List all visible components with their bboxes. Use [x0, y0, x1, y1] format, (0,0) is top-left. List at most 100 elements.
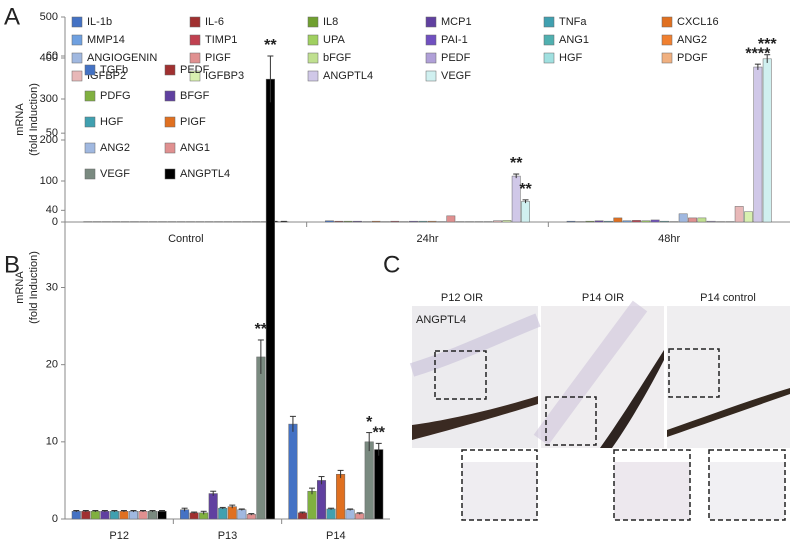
bar [355, 513, 365, 520]
legend-swatch [84, 142, 96, 154]
bar [256, 356, 266, 520]
legend-swatch [189, 34, 201, 46]
y-tick-label: 30 [46, 281, 58, 293]
legend-swatch [307, 16, 319, 28]
y-tick-label: 0 [52, 216, 58, 228]
legend-label: UPA [323, 34, 345, 46]
bar [641, 220, 651, 223]
legend-swatch [425, 34, 437, 46]
significance: **** [745, 45, 771, 62]
bar [753, 66, 763, 223]
legend-label: VEGF [100, 168, 130, 180]
legend-swatch [425, 70, 437, 82]
legend-label: TGFb [100, 64, 128, 76]
micrographs [409, 300, 790, 521]
bar [566, 220, 576, 223]
bar [762, 58, 772, 223]
legend-swatch [84, 64, 96, 76]
legend-swatch [661, 16, 673, 28]
legend-label: TNFa [559, 16, 587, 28]
legend-label: BFGF [180, 90, 210, 102]
significance: ** [255, 321, 268, 338]
bar [148, 511, 158, 520]
significance: ** [264, 37, 277, 54]
legend-swatch [84, 116, 96, 128]
bar [371, 220, 381, 223]
bar [138, 511, 148, 520]
legend-label: ANG1 [559, 34, 589, 46]
legend-label: IL8 [323, 16, 338, 28]
legend-swatch [189, 16, 201, 28]
legend-label: IGFBP2 [87, 70, 126, 82]
bar [90, 511, 100, 520]
legend-swatch [189, 70, 201, 82]
legend-label: PAI-1 [441, 34, 468, 46]
legend-swatch [71, 16, 83, 28]
legend-label: PEDF [180, 64, 210, 76]
bar [678, 213, 688, 223]
column-title: P14 control [700, 292, 756, 304]
significance: *** [758, 36, 777, 53]
legend-label: PDGF [677, 52, 708, 64]
y-tick-label: 400 [40, 52, 58, 64]
legend-label: IL-1b [87, 16, 112, 28]
bar [326, 508, 336, 520]
bar [418, 220, 428, 223]
x-tick-label: P12 [109, 530, 129, 542]
legend-swatch [661, 52, 673, 64]
legend-label: HGF [100, 116, 124, 128]
bar [660, 220, 669, 223]
y-tick-label: 300 [40, 93, 58, 105]
y-axis-label: (fold Induction) [28, 83, 40, 156]
bar [650, 219, 660, 223]
bar [390, 220, 400, 223]
legend-swatch [307, 34, 319, 46]
y-axis-label: mRNA [14, 271, 26, 304]
bar [334, 220, 344, 223]
bar [604, 220, 613, 223]
y-tick-label: 60 [46, 50, 58, 62]
bar [109, 511, 119, 520]
legend-label: ANGIOGENIN [87, 52, 157, 64]
y-tick-label: 20 [46, 359, 58, 371]
significance: ** [510, 155, 523, 172]
bar [374, 449, 384, 520]
bar [343, 220, 353, 223]
legend-swatch [164, 90, 176, 102]
bar [502, 220, 512, 223]
y-axis-label: mRNA [14, 103, 26, 136]
y-tick-label: 500 [40, 11, 58, 23]
legend-label: TIMP1 [205, 34, 237, 46]
bar [688, 217, 697, 223]
legend-label: PIGF [205, 52, 231, 64]
x-tick-label: Control [168, 233, 203, 245]
legend-label: VEGF [441, 70, 471, 82]
bar [345, 509, 355, 520]
significance: ** [373, 425, 386, 442]
panel-label: A [4, 3, 20, 30]
bar [307, 490, 317, 520]
bar [594, 220, 604, 223]
legend-swatch [164, 64, 176, 76]
bar [71, 511, 81, 520]
legend-label: IL-6 [205, 16, 224, 28]
legend-swatch [189, 52, 201, 64]
legend-swatch [425, 16, 437, 28]
legend-swatch [164, 168, 176, 180]
bar [189, 512, 199, 520]
legend-swatch [84, 168, 96, 180]
legend-label: ANG2 [677, 34, 707, 46]
legend-label: ANGPTL4 [180, 168, 230, 180]
bar [353, 220, 362, 223]
legend-swatch [543, 16, 555, 28]
x-tick-label: P14 [326, 530, 346, 542]
bar [622, 220, 632, 223]
legend-swatch [71, 34, 83, 46]
legend-swatch [164, 142, 176, 154]
bar [493, 220, 502, 223]
legend-label: PDFG [100, 90, 131, 102]
bar [265, 78, 275, 520]
y-tick-label: 10 [46, 436, 58, 448]
significance: ** [519, 181, 532, 198]
